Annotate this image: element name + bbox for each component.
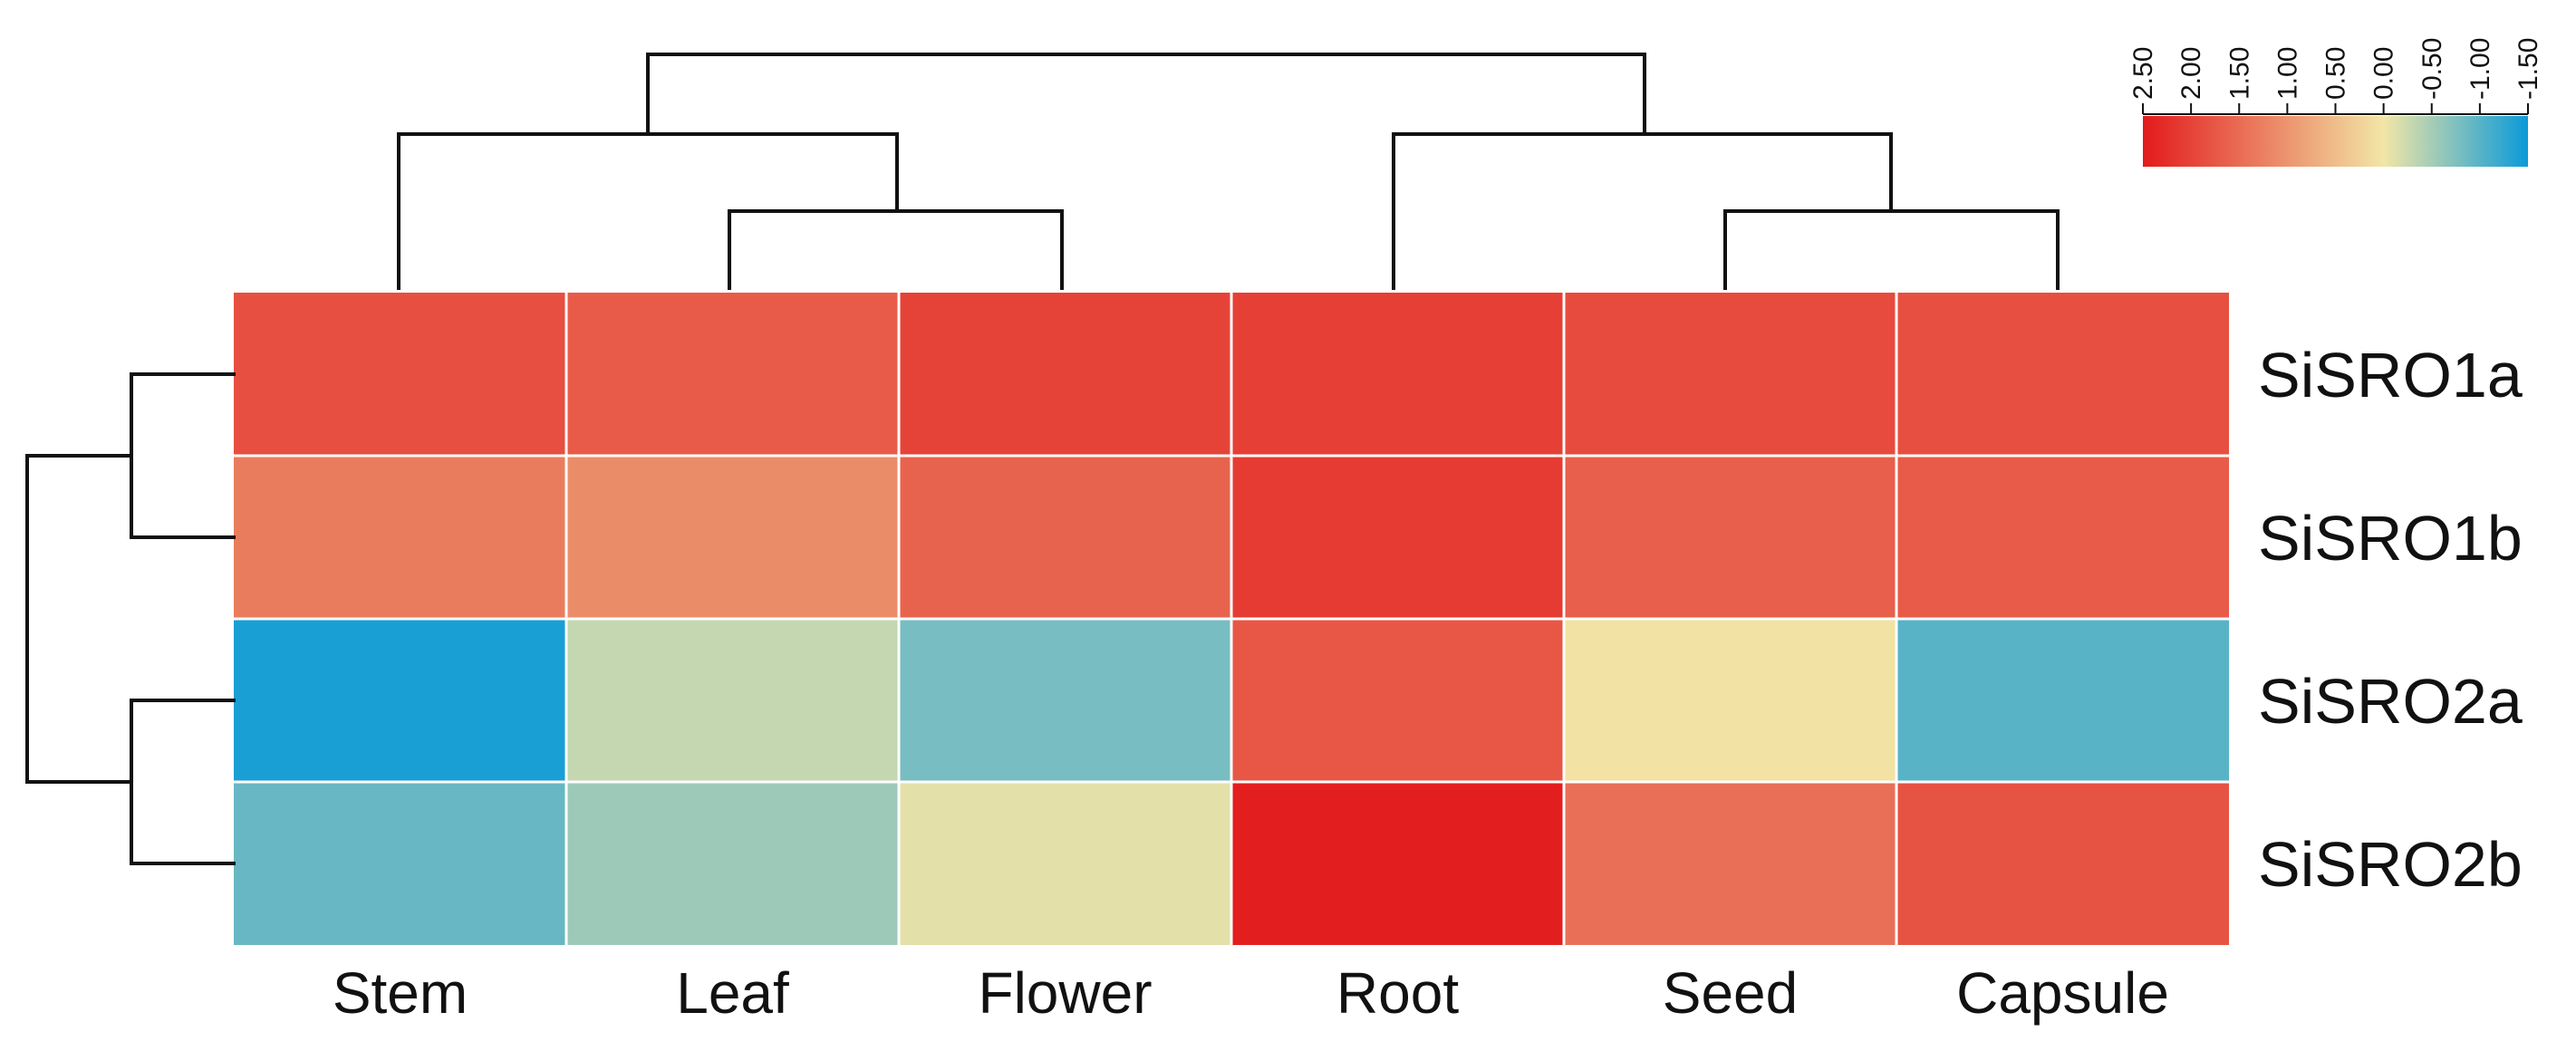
- heatmap-cell-sisro1a-seed: [1564, 293, 1896, 456]
- legend-tick-label: 2.50: [2128, 47, 2158, 100]
- row-label-sisro1a: SiSRO1a: [2258, 340, 2523, 410]
- heatmap-cell-sisro1b-leaf: [566, 456, 899, 619]
- heatmap-cell-sisro2b-stem: [234, 782, 566, 945]
- cell-gridlines: [234, 293, 2229, 945]
- column-dendrogram: [397, 53, 2060, 290]
- dendrogram-branch-root: [646, 53, 1646, 136]
- heatmap-cell-sisro2a-root: [1231, 619, 1564, 782]
- heatmap-cell-sisro1b-root: [1231, 456, 1564, 619]
- column-labels: Stem Leaf Flower Root Seed Capsule: [333, 960, 2169, 1026]
- heatmap-cells: [234, 293, 2229, 945]
- legend-ticks: 2.50 2.00 1.50 1.00 0.50 0.00 -0.50 -1.00 -1.50: [2128, 38, 2543, 114]
- heatmap-cell-sisro1b-seed: [1564, 456, 1896, 619]
- heatmap-cell-sisro1a-capsule: [1896, 293, 2229, 456]
- row-label-sisro2a: SiSRO2a: [2258, 666, 2523, 737]
- heatmap-cell-sisro1a-flower: [899, 293, 1231, 456]
- color-legend: 2.50 2.00 1.50 1.00 0.50 0.00 -0.50 -1.00 -1.50: [2128, 38, 2543, 167]
- dendrogram-branch-sisro2: [130, 699, 236, 865]
- heatmap-cell-sisro1b-stem: [234, 456, 566, 619]
- heatmap-cell-sisro1a-root: [1231, 293, 1564, 456]
- column-label-stem: Stem: [333, 960, 468, 1026]
- legend-tick-label: -1.50: [2513, 38, 2543, 100]
- column-label-root: Root: [1336, 960, 1459, 1026]
- row-labels: SiSRO1a SiSRO1b SiSRO2a SiSRO2b: [2258, 340, 2523, 900]
- legend-tick-label: 1.00: [2272, 47, 2302, 100]
- column-label-seed: Seed: [1663, 960, 1798, 1026]
- heatmap-cell-sisro1b-flower: [899, 456, 1231, 619]
- dendrogram-branch-seed-capsule: [1723, 209, 2060, 290]
- heatmap-cell-sisro1a-stem: [234, 293, 566, 456]
- heatmap-cell-sisro2a-capsule: [1896, 619, 2229, 782]
- legend-tick-label: 2.00: [2176, 47, 2206, 100]
- heatmap-cell-sisro2a-stem: [234, 619, 566, 782]
- column-label-flower: Flower: [978, 960, 1152, 1026]
- heatmap-cell-sisro2b-leaf: [566, 782, 899, 945]
- heatmap-cell-sisro2a-flower: [899, 619, 1231, 782]
- dendrogram-branch-root-seedcapsule: [1392, 132, 1893, 290]
- legend-tick-label: 1.50: [2224, 47, 2254, 100]
- legend-tick-label: 0.00: [2369, 47, 2399, 100]
- heatmap-cell-sisro2b-seed: [1564, 782, 1896, 945]
- dendrogram-branch-sisro1: [130, 372, 236, 539]
- row-label-sisro2b: SiSRO2b: [2258, 829, 2523, 900]
- column-label-leaf: Leaf: [676, 960, 789, 1026]
- dendrogram-branch-row-root: [25, 454, 133, 784]
- row-label-sisro1b: SiSRO1b: [2258, 503, 2523, 574]
- column-label-capsule: Capsule: [1956, 960, 2169, 1026]
- heatmap-cell-sisro1a-leaf: [566, 293, 899, 456]
- heatmap-cell-sisro2b-root: [1231, 782, 1564, 945]
- heatmap-cell-sisro1b-capsule: [1896, 456, 2229, 619]
- row-dendrogram: [25, 372, 236, 865]
- legend-color-bar: [2143, 116, 2528, 167]
- legend-tick-label: -1.00: [2465, 38, 2495, 100]
- legend-tick-label: -0.50: [2417, 38, 2447, 100]
- dendrogram-branch-leaf-flower: [728, 209, 1064, 290]
- heatmap-cell-sisro2b-flower: [899, 782, 1231, 945]
- heatmap-cell-sisro2a-seed: [1564, 619, 1896, 782]
- heatmap-cell-sisro2b-capsule: [1896, 782, 2229, 945]
- legend-tick-label: 0.50: [2321, 47, 2351, 100]
- heatmap-cell-sisro2a-leaf: [566, 619, 899, 782]
